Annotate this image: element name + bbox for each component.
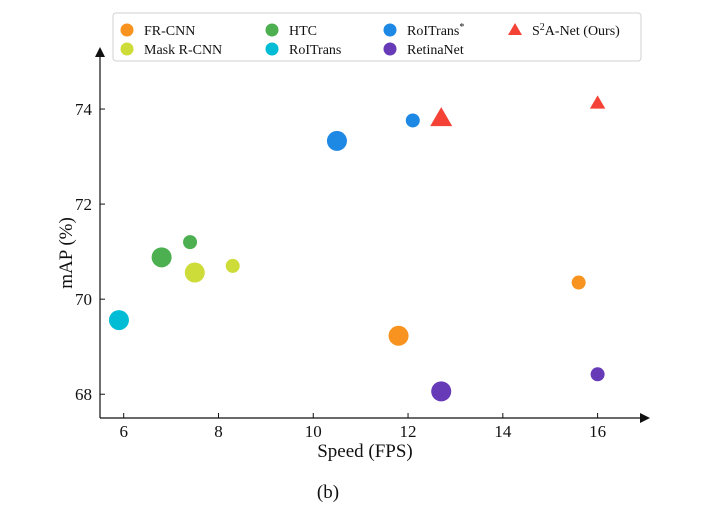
legend-entry-suffix: A-Net (Ours): [545, 24, 620, 39]
y-tick-label: 68: [75, 385, 92, 404]
data-point-triangle: [430, 107, 453, 127]
legend-marker: [120, 23, 134, 37]
legend-entry-label: RoITrans: [289, 43, 341, 58]
y-tick-label: 70: [75, 290, 92, 309]
legend-entry-label: Mask R-CNN: [144, 43, 222, 58]
data-point: [571, 275, 586, 290]
x-tick-label: 8: [214, 422, 223, 441]
x-tick-label: 10: [305, 422, 322, 441]
y-axis-title: mAP (%): [56, 217, 77, 289]
legend-entry-superscript: *: [459, 22, 464, 33]
data-point: [184, 262, 205, 283]
data-point: [431, 381, 452, 402]
x-tick-label: 14: [494, 422, 512, 441]
legend-entry-name: RoITrans: [407, 24, 459, 39]
x-tick-label: 16: [589, 422, 606, 441]
legend-entry-name: FR-CNN: [144, 24, 195, 39]
data-point: [108, 310, 129, 331]
legend-entry-name: HTC: [289, 24, 317, 39]
legend-entry-superscript: 2: [540, 22, 545, 33]
data-point: [388, 325, 409, 346]
legend-entry-label: S2A-Net (Ours): [532, 22, 620, 39]
legend-marker: [120, 42, 134, 56]
legend-entry-label: RetinaNet: [407, 43, 464, 58]
data-point: [225, 258, 240, 273]
x-tick-label: 6: [119, 422, 128, 441]
legend-entry-name: RoITrans: [289, 43, 341, 58]
legend-entry-name: S: [532, 24, 540, 39]
legend-marker: [265, 42, 279, 56]
legend-entry-label: RoITrans*: [407, 22, 464, 39]
data-point: [183, 235, 198, 250]
data-point: [590, 367, 605, 382]
data-point: [326, 130, 347, 151]
y-tick-label: 72: [75, 195, 92, 214]
legend-marker: [383, 23, 397, 37]
legend-entry-name: RetinaNet: [407, 43, 464, 58]
legend-marker-triangle: [508, 23, 522, 35]
legend-entry-name: Mask R-CNN: [144, 43, 222, 58]
data-points: [108, 95, 606, 402]
x-axis-title: Speed (FPS): [317, 441, 413, 462]
legend-box: [112, 12, 642, 62]
figure-caption: (b): [317, 482, 339, 503]
x-tick-label: 12: [400, 422, 417, 441]
axes: [95, 47, 650, 423]
legend-marker: [383, 42, 397, 56]
y-axis-arrow-icon: [95, 47, 105, 57]
data-point-triangle: [589, 95, 606, 109]
legend-entry-label: FR-CNN: [144, 24, 195, 39]
x-axis-arrow-icon: [640, 413, 650, 423]
legend-marker: [265, 23, 279, 37]
legend-entry-label: HTC: [289, 24, 317, 39]
y-tick-label: 74: [75, 100, 93, 119]
data-point: [151, 247, 172, 268]
data-point: [405, 113, 420, 128]
